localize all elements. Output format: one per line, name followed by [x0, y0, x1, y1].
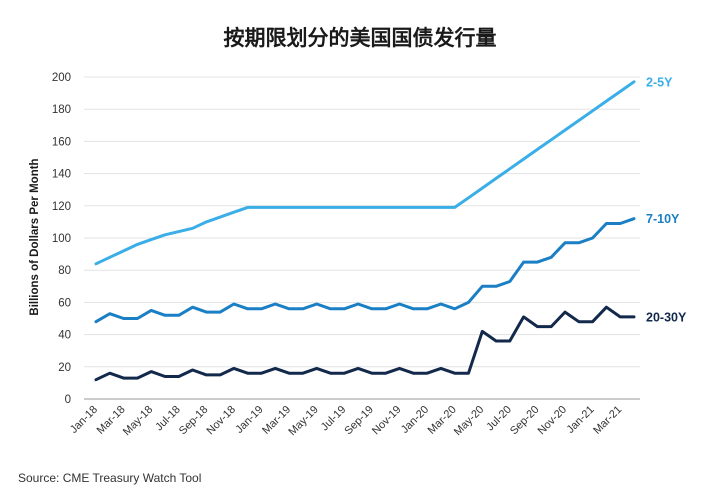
- y-tick-200: 200: [52, 72, 71, 84]
- series-label-2-5y: 2-5Y: [646, 75, 673, 89]
- x-tick-nov-18: Nov-18: [205, 404, 239, 438]
- x-tick-jan-19: Jan-19: [233, 404, 265, 436]
- x-tick-may-18: May-18: [121, 404, 155, 438]
- chart-title: 按期限划分的美国国债发行量: [223, 26, 497, 50]
- series-label-7-10y: 7-10Y: [646, 212, 680, 226]
- grid-lines: [84, 76, 640, 400]
- x-tick-jan-18: Jan-18: [68, 404, 100, 436]
- series-line-2-5y: [94, 80, 636, 266]
- y-tick-160: 160: [52, 136, 71, 148]
- y-tick-180: 180: [52, 104, 71, 116]
- y-tick-60: 60: [58, 297, 71, 309]
- y-tick-0: 0: [65, 394, 71, 406]
- source-note: Source: CME Treasury Watch Tool: [18, 471, 202, 485]
- x-tick-nov-19: Nov-19: [370, 404, 404, 438]
- y-tick-100: 100: [52, 233, 71, 245]
- series-lines: [94, 80, 636, 382]
- x-tick-nov-20: Nov-20: [536, 404, 570, 438]
- y-tick-140: 140: [52, 169, 71, 181]
- y-axis-label: Billions of Dollars Per Month: [29, 158, 41, 315]
- x-tick-may-20: May-20: [452, 404, 486, 438]
- x-tick-sep-18: Sep-18: [177, 404, 211, 438]
- y-tick-80: 80: [58, 265, 71, 277]
- series-line-7-10y: [94, 217, 636, 324]
- x-tick-sep-19: Sep-19: [342, 404, 376, 438]
- series-line-20-30y: [94, 305, 636, 382]
- x-tick-mar-21: Mar-21: [591, 404, 624, 437]
- y-tick-40: 40: [58, 330, 71, 342]
- series-label-20-30y: 20-30Y: [646, 310, 687, 324]
- x-tick-jan-20: Jan-20: [399, 404, 431, 436]
- x-tick-sep-20: Sep-20: [508, 404, 542, 438]
- series-labels: 2-5Y 7-10Y 20-30Y: [646, 75, 687, 324]
- x-tick-may-19: May-19: [286, 404, 320, 438]
- y-tick-labels: 0 20 40 60 80 100 120 140 160 180 200: [52, 72, 71, 406]
- x-tick-jan-21: Jan-21: [564, 404, 596, 436]
- y-tick-120: 120: [52, 201, 71, 213]
- x-tick-labels: Jan-18Mar-18May-18Jul-18Sep-18Nov-18Jan-…: [68, 404, 624, 438]
- y-tick-20: 20: [58, 362, 71, 374]
